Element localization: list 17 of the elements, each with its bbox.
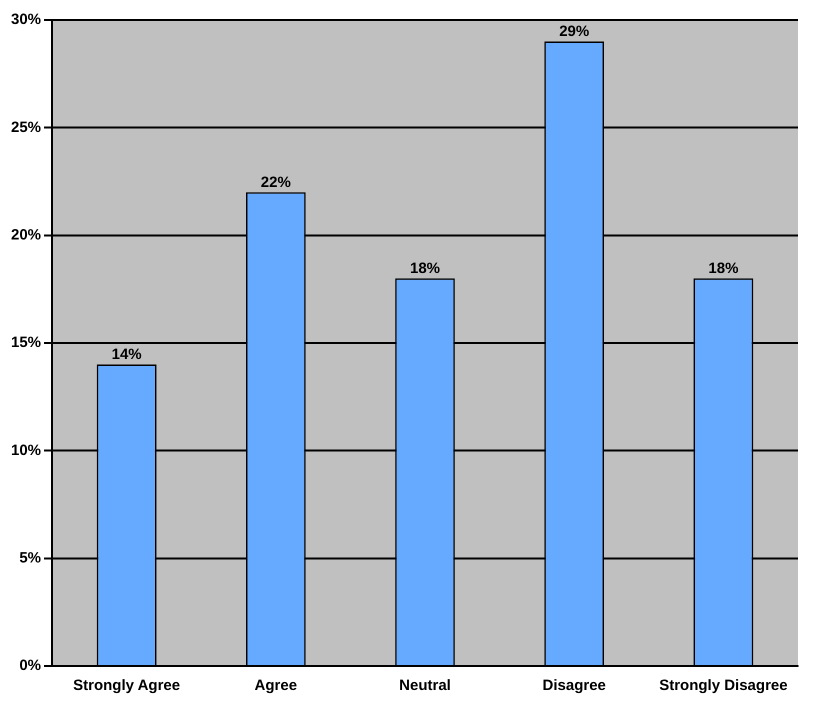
y-tick-label: 25%: [10, 118, 42, 136]
data-label: 22%: [260, 174, 291, 191]
y-tick-label: 10%: [10, 442, 42, 459]
data-label: 18%: [410, 260, 440, 278]
y-tick-label: 20%: [10, 226, 42, 244]
data-label: 14%: [112, 346, 142, 364]
y-tick-label: 30%: [10, 11, 42, 28]
x-tick-label: Strongly Disagree: [659, 677, 788, 694]
x-tick-label: Neutral: [399, 677, 451, 694]
data-label: 29%: [559, 23, 590, 40]
y-tick-label: 0%: [19, 657, 42, 674]
y-tick-label: 5%: [19, 549, 42, 566]
x-tick-label: Strongly Agree: [73, 677, 180, 694]
y-tick-label: 15%: [10, 334, 42, 352]
data-label: 18%: [708, 260, 738, 278]
x-tick-label: Disagree: [542, 677, 606, 694]
x-tick-label: Agree: [254, 677, 298, 694]
